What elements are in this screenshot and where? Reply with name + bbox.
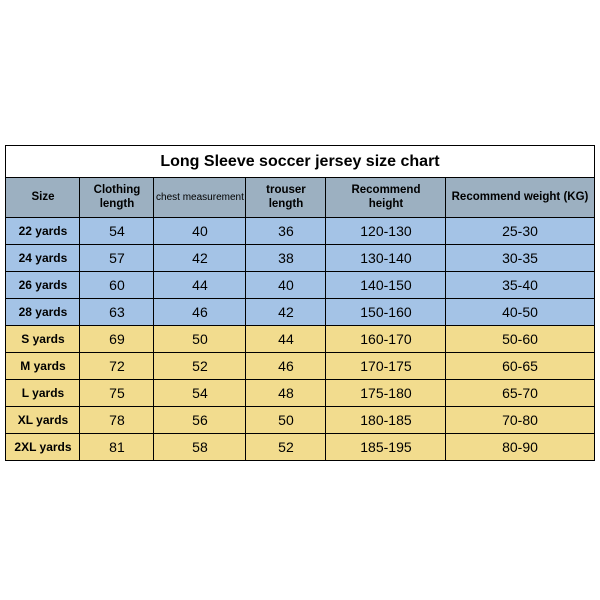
cell-weight: 65-70 — [446, 380, 594, 407]
cell-weight: 25-30 — [446, 218, 594, 245]
cell-size: 22 yards — [6, 218, 80, 245]
cell-clothing: 72 — [80, 353, 154, 380]
cell-chest: 42 — [154, 245, 246, 272]
cell-weight: 80-90 — [446, 434, 594, 461]
cell-size: XL yards — [6, 407, 80, 434]
header-row: SizeClothinglengthchest measurementtrous… — [6, 178, 594, 218]
cell-trouser: 52 — [246, 434, 326, 461]
cell-size: 28 yards — [6, 299, 80, 326]
title-row: Long Sleeve soccer jersey size chart — [6, 146, 594, 178]
cell-weight: 60-65 — [446, 353, 594, 380]
table-row: 2XL yards815852185-19580-90 — [6, 434, 594, 461]
cell-height: 180-185 — [326, 407, 446, 434]
table-row: 26 yards604440140-15035-40 — [6, 272, 594, 299]
cell-chest: 46 — [154, 299, 246, 326]
cell-clothing: 75 — [80, 380, 154, 407]
cell-weight: 30-35 — [446, 245, 594, 272]
table-row: M yards725246170-17560-65 — [6, 353, 594, 380]
table-row: 24 yards574238130-14030-35 — [6, 245, 594, 272]
table-row: L yards755448175-18065-70 — [6, 380, 594, 407]
cell-chest: 40 — [154, 218, 246, 245]
table-body: 22 yards544036120-13025-3024 yards574238… — [6, 218, 594, 461]
cell-trouser: 44 — [246, 326, 326, 353]
size-chart-canvas: Long Sleeve soccer jersey size chart Siz… — [0, 0, 600, 600]
column-header-weight: Recommend weight (KG) — [446, 178, 594, 218]
cell-size: 26 yards — [6, 272, 80, 299]
column-header-size: Size — [6, 178, 80, 218]
table-row: 28 yards634642150-16040-50 — [6, 299, 594, 326]
cell-trouser: 42 — [246, 299, 326, 326]
column-header-height: Recommendheight — [326, 178, 446, 218]
cell-clothing: 78 — [80, 407, 154, 434]
cell-size: S yards — [6, 326, 80, 353]
cell-clothing: 81 — [80, 434, 154, 461]
cell-height: 160-170 — [326, 326, 446, 353]
cell-size: M yards — [6, 353, 80, 380]
cell-height: 175-180 — [326, 380, 446, 407]
cell-trouser: 50 — [246, 407, 326, 434]
cell-height: 130-140 — [326, 245, 446, 272]
cell-weight: 40-50 — [446, 299, 594, 326]
cell-clothing: 54 — [80, 218, 154, 245]
cell-trouser: 40 — [246, 272, 326, 299]
cell-size: L yards — [6, 380, 80, 407]
cell-chest: 44 — [154, 272, 246, 299]
column-header-trouser: trouser length — [246, 178, 326, 218]
table-row: 22 yards544036120-13025-30 — [6, 218, 594, 245]
cell-height: 170-175 — [326, 353, 446, 380]
cell-height: 150-160 — [326, 299, 446, 326]
cell-clothing: 60 — [80, 272, 154, 299]
column-header-clothing: Clothinglength — [80, 178, 154, 218]
cell-chest: 54 — [154, 380, 246, 407]
cell-chest: 52 — [154, 353, 246, 380]
cell-weight: 35-40 — [446, 272, 594, 299]
cell-weight: 50-60 — [446, 326, 594, 353]
cell-chest: 58 — [154, 434, 246, 461]
cell-trouser: 38 — [246, 245, 326, 272]
cell-clothing: 63 — [80, 299, 154, 326]
size-chart-table: Long Sleeve soccer jersey size chart Siz… — [5, 145, 594, 461]
cell-clothing: 57 — [80, 245, 154, 272]
cell-trouser: 36 — [246, 218, 326, 245]
cell-height: 120-130 — [326, 218, 446, 245]
cell-trouser: 48 — [246, 380, 326, 407]
table-row: XL yards785650180-18570-80 — [6, 407, 594, 434]
table-row: S yards695044160-17050-60 — [6, 326, 594, 353]
cell-chest: 56 — [154, 407, 246, 434]
cell-trouser: 46 — [246, 353, 326, 380]
cell-clothing: 69 — [80, 326, 154, 353]
cell-height: 140-150 — [326, 272, 446, 299]
cell-size: 2XL yards — [6, 434, 80, 461]
column-header-chest: chest measurement — [154, 178, 246, 218]
chart-title: Long Sleeve soccer jersey size chart — [6, 146, 594, 178]
cell-height: 185-195 — [326, 434, 446, 461]
cell-chest: 50 — [154, 326, 246, 353]
cell-weight: 70-80 — [446, 407, 594, 434]
cell-size: 24 yards — [6, 245, 80, 272]
